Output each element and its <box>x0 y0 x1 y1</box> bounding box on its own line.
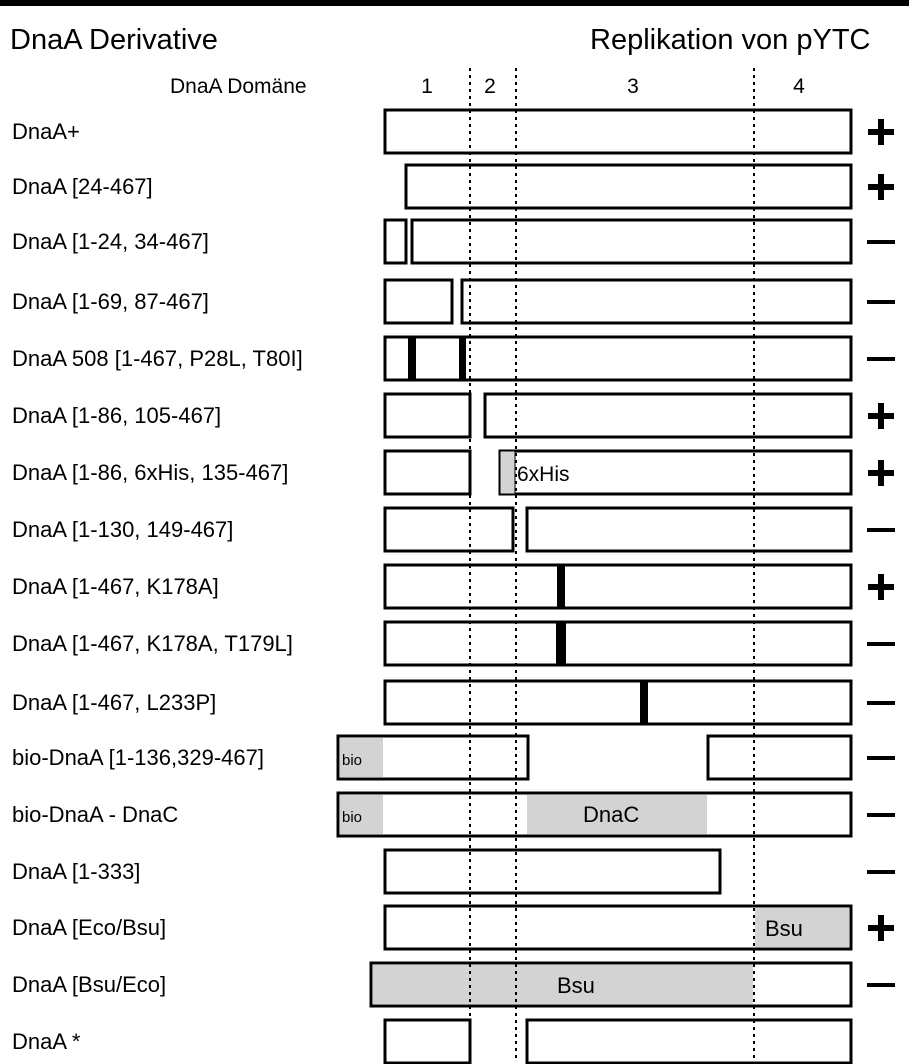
mutation-mark <box>408 337 416 380</box>
minus-icon <box>866 743 896 773</box>
mutation-mark <box>459 337 466 380</box>
domain-4-label: 4 <box>793 75 805 98</box>
domain-1-label: 1 <box>421 75 433 98</box>
tag-fill <box>340 795 383 834</box>
domain-heading: DnaA Domäne <box>170 75 307 98</box>
construct-label: DnaA [24-467] <box>12 174 153 199</box>
construct-segment <box>383 848 722 895</box>
construct-label: DnaA [Eco/Bsu] <box>12 915 167 940</box>
minus-icon <box>866 344 896 374</box>
minus-icon <box>866 227 896 257</box>
construct-segment <box>383 620 853 667</box>
construct-segment <box>383 108 853 155</box>
plus-icon <box>866 117 896 147</box>
construct-label: bio-DnaA [1-136,329-467] <box>12 745 264 770</box>
construct-segment <box>383 392 472 439</box>
tag-fill <box>755 908 849 947</box>
construct-label: DnaA 508 [1-467, P28L, T80I] <box>12 346 303 371</box>
construct-label: DnaA [1-86, 6xHis, 135-467] <box>12 460 289 485</box>
construct-segment <box>706 734 853 781</box>
tag-fill <box>373 965 753 1004</box>
plus-icon <box>866 401 896 431</box>
mutation-mark <box>557 565 565 608</box>
minus-icon <box>866 287 896 317</box>
construct-segment <box>383 335 853 382</box>
domain-2-label: 2 <box>484 75 496 98</box>
minus-icon <box>866 970 896 1000</box>
construct-segment <box>383 679 853 726</box>
plus-icon <box>866 913 896 943</box>
construct-segment <box>383 506 515 553</box>
construct-label: DnaA [1-86, 105-467] <box>12 403 222 428</box>
construct-segment <box>383 563 853 610</box>
construct-segment <box>498 449 853 496</box>
construct-segment <box>383 278 454 325</box>
segment-tag: DnaC <box>583 802 639 827</box>
mutation-mark <box>556 622 566 665</box>
construct-segment <box>383 1018 472 1064</box>
segment-tag: bio <box>342 752 362 769</box>
construct-label: DnaA * <box>12 1029 81 1054</box>
construct-label: DnaA [Bsu/Eco] <box>12 972 167 997</box>
segment-tag: Bsu <box>765 916 803 941</box>
mutation-mark <box>499 450 516 495</box>
construct-label: DnaA [1-467, L233P] <box>12 690 217 715</box>
tag-fill <box>340 738 383 777</box>
construct-segment <box>483 392 853 439</box>
domain-3-label: 3 <box>627 75 639 98</box>
construct-label: DnaA [1-69, 87-467] <box>12 289 209 314</box>
construct-segment <box>525 506 853 553</box>
construct-segment <box>525 1018 853 1064</box>
minus-icon <box>866 857 896 887</box>
segment-tag: Bsu <box>557 973 595 998</box>
mutation-mark <box>640 681 648 724</box>
construct-label: bio-DnaA - DnaC <box>12 802 179 827</box>
plus-icon <box>866 172 896 202</box>
top-rule <box>0 0 909 6</box>
minus-icon <box>866 688 896 718</box>
construct-label: DnaA [1-24, 34-467] <box>12 229 209 254</box>
segment-tag: 6xHis <box>517 463 570 486</box>
tag-fill <box>527 795 707 834</box>
construct-label: DnaA [1-467, K178A, T179L] <box>12 631 293 656</box>
construct-segment <box>383 449 472 496</box>
plus-icon <box>866 458 896 488</box>
left-title: DnaA Derivative <box>10 24 218 56</box>
construct-label: DnaA+ <box>12 119 80 144</box>
construct-segment <box>383 218 408 265</box>
right-title: Replikation von pYTC <box>590 24 871 56</box>
construct-segment <box>410 218 853 265</box>
minus-icon <box>866 515 896 545</box>
segment-tag: bio <box>342 809 362 826</box>
construct-segment <box>460 278 853 325</box>
minus-icon <box>866 629 896 659</box>
construct-segment <box>404 163 853 210</box>
plus-icon <box>866 572 896 602</box>
minus-icon <box>866 800 896 830</box>
construct-label: DnaA [1-333] <box>12 859 141 884</box>
construct-label: DnaA [1-130, 149-467] <box>12 517 234 542</box>
construct-label: DnaA [1-467, K178A] <box>12 574 219 599</box>
